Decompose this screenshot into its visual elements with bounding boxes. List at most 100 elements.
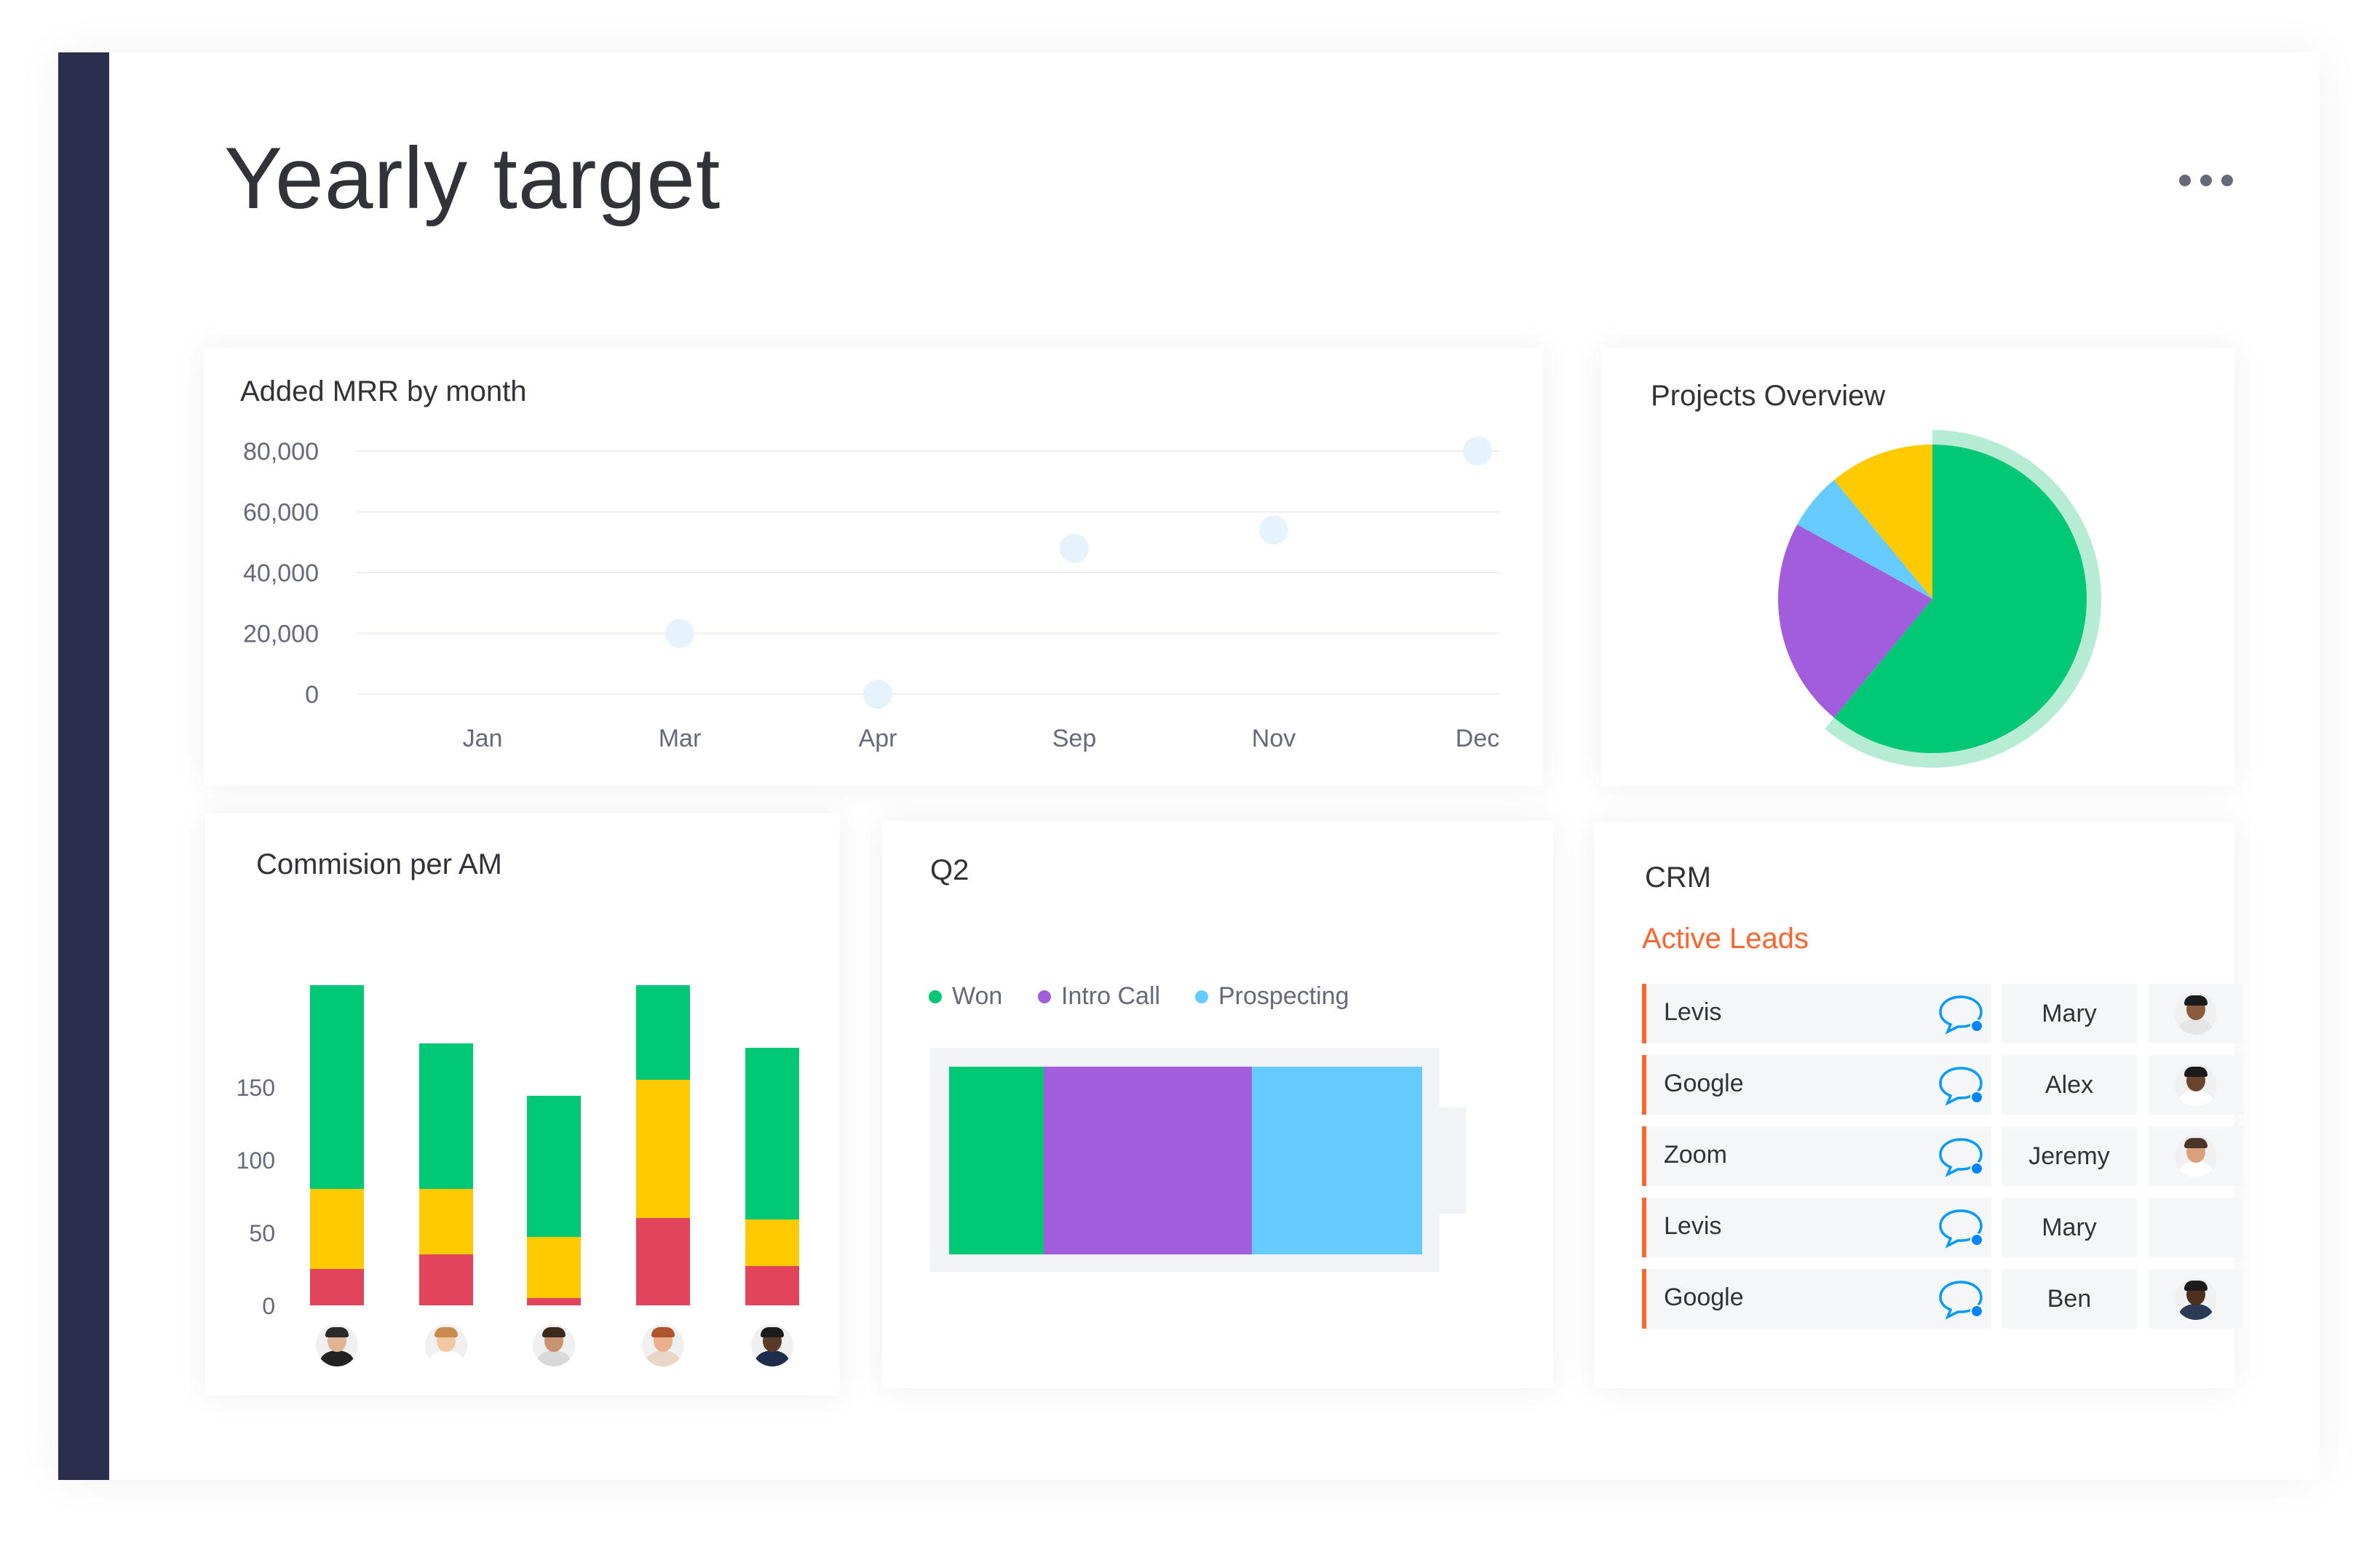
y-tick-label: 0 (262, 1293, 275, 1319)
lead-owner-cell[interactable]: Mary (2002, 1198, 2137, 1257)
commission-widget[interactable]: Commision per AM 150 100 50 0 (205, 813, 840, 1396)
crm-lead-row[interactable]: Google Alex (1642, 1055, 2341, 1115)
lead-owner-name: Mary (2042, 1214, 2097, 1241)
lead-company-cell[interactable]: Levis (1642, 984, 1991, 1043)
projects-overview-widget[interactable]: Projects Overview (1601, 348, 2234, 786)
owner-avatar[interactable] (2175, 992, 2217, 1035)
owner-avatar[interactable] (2175, 1135, 2217, 1177)
lead-avatar-cell (2149, 1055, 2243, 1115)
lead-owner-cell[interactable]: Ben (2002, 1269, 2137, 1329)
commission-bar-chart: 150 100 50 0 (237, 985, 799, 1319)
y-tick-label: 50 (249, 1220, 275, 1246)
lead-company-cell[interactable]: Google (1642, 1055, 1991, 1115)
data-point (1060, 533, 1089, 563)
bar-segment-green (527, 1096, 581, 1237)
avatar-hair (325, 1327, 349, 1337)
legend-dot (929, 990, 942, 1003)
left-sidebar[interactable] (58, 52, 109, 1480)
avatar[interactable] (751, 1324, 793, 1366)
legend-dot (1038, 990, 1051, 1003)
battery-segment (949, 1067, 1044, 1254)
bar-segment-green (310, 985, 364, 1189)
crm-title: CRM (1645, 861, 1712, 894)
x-tick-label: Dec (1456, 725, 1499, 752)
lead-owner-name: Alex (2044, 1071, 2094, 1099)
crm-lead-row[interactable]: Levis Mary (1642, 984, 2341, 1043)
lead-avatar-cell (2149, 984, 2243, 1043)
avatar-hair (2184, 1138, 2208, 1148)
projects-pie-chart (1778, 430, 2101, 768)
avatar[interactable] (316, 1324, 358, 1366)
bar-segment-red (310, 1269, 364, 1305)
bar-segment-yellow (745, 1219, 799, 1266)
mrr-scatter-chart: 80,000 60,000 40,000 20,000 0 Jan Mar Apr Sep Nov… (243, 437, 1499, 752)
lead-company-name: Google (1664, 1284, 1744, 1311)
lead-company-name: Google (1664, 1070, 1744, 1097)
q2-title: Q2 (930, 854, 969, 886)
chat-bubble-icon[interactable] (1937, 1279, 1984, 1320)
avatar[interactable] (642, 1324, 684, 1366)
lead-avatar-cell (2149, 1269, 2243, 1329)
pie-slice (1833, 445, 1932, 599)
avatar[interactable] (425, 1324, 467, 1366)
avatar-hair (2184, 1281, 2208, 1291)
mrr-title: Added MRR by month (240, 375, 527, 407)
lead-company-cell[interactable]: Zoom (1642, 1126, 1991, 1186)
y-tick-label: 80,000 (243, 438, 319, 466)
lead-owner-cell[interactable]: Alex (2002, 1055, 2137, 1115)
q2-widget[interactable]: Q2 Won Intro Call Prospecting (882, 821, 1553, 1388)
bar-segment-red (419, 1254, 473, 1305)
pie-slice (1778, 524, 1932, 718)
active-leads-label: Active Leads (1642, 923, 1809, 955)
lead-company-cell[interactable]: Levis (1642, 1198, 1991, 1257)
bar-segment-yellow (419, 1189, 473, 1254)
owner-avatar[interactable] (2175, 1064, 2217, 1106)
pie-slice (1833, 445, 2087, 753)
x-tick-label: Apr (859, 725, 897, 752)
lead-owner-cell[interactable]: Jeremy (2002, 1126, 2137, 1186)
lead-company-name: Levis (1664, 1212, 1722, 1240)
y-tick-label: 100 (237, 1147, 275, 1174)
more-options-icon[interactable] (2179, 167, 2233, 194)
crm-lead-row[interactable]: Zoom Jeremy (1642, 1126, 2341, 1186)
avatar-hair (2184, 995, 2208, 1006)
lead-avatar-cell (2149, 1198, 2243, 1257)
chat-bubble-icon[interactable] (1937, 1137, 1984, 1177)
battery-tip (1440, 1107, 1466, 1214)
x-tick-label: Nov (1252, 725, 1296, 752)
mrr-widget[interactable]: Added MRR by month 80,000 60,000 40,000 20,… (204, 348, 1543, 786)
lead-company-name: Zoom (1664, 1141, 1727, 1169)
chat-bubble-icon[interactable] (1937, 1065, 1984, 1106)
lead-owner-cell[interactable]: Mary (2002, 984, 2137, 1043)
avatar-body (537, 1350, 571, 1366)
pie-slice (1797, 479, 1932, 599)
bar-segment-green (745, 1048, 799, 1219)
lead-owner-name: Mary (2042, 1000, 2097, 1027)
avatar-hair (542, 1327, 566, 1337)
chat-bubble-icon[interactable] (1937, 1208, 1984, 1249)
avatar-hair (651, 1327, 675, 1337)
lead-company-cell[interactable]: Google (1642, 1269, 1991, 1329)
battery-segment (1252, 1067, 1422, 1254)
y-tick-label: 60,000 (243, 499, 319, 527)
chat-bubble-icon[interactable] (1937, 994, 1984, 1035)
bar-segment-red (636, 1218, 690, 1305)
avatar[interactable] (533, 1324, 575, 1366)
lead-owner-name: Jeremy (2028, 1142, 2110, 1170)
crm-lead-row[interactable]: Google Ben (1642, 1269, 2341, 1329)
y-tick-label: 20,000 (243, 621, 319, 648)
legend-won: Won (929, 982, 1002, 1011)
data-point (665, 618, 694, 648)
lead-avatar-cell (2149, 1126, 2243, 1186)
legend-prospecting: Prospecting (1195, 982, 1349, 1011)
legend-dot (1195, 990, 1208, 1003)
crm-lead-row[interactable]: Levis Mary (1642, 1198, 2341, 1257)
avatar-body (429, 1350, 463, 1366)
owner-avatar[interactable] (2175, 1278, 2217, 1320)
bar-segment-yellow (527, 1237, 581, 1298)
avatar-hair (435, 1327, 458, 1337)
battery-segment (1044, 1067, 1252, 1254)
legend-label: Prospecting (1218, 982, 1349, 1010)
crm-widget[interactable]: CRM Active Leads Levis Mary Google (1594, 822, 2243, 1388)
avatar-body (755, 1350, 789, 1366)
